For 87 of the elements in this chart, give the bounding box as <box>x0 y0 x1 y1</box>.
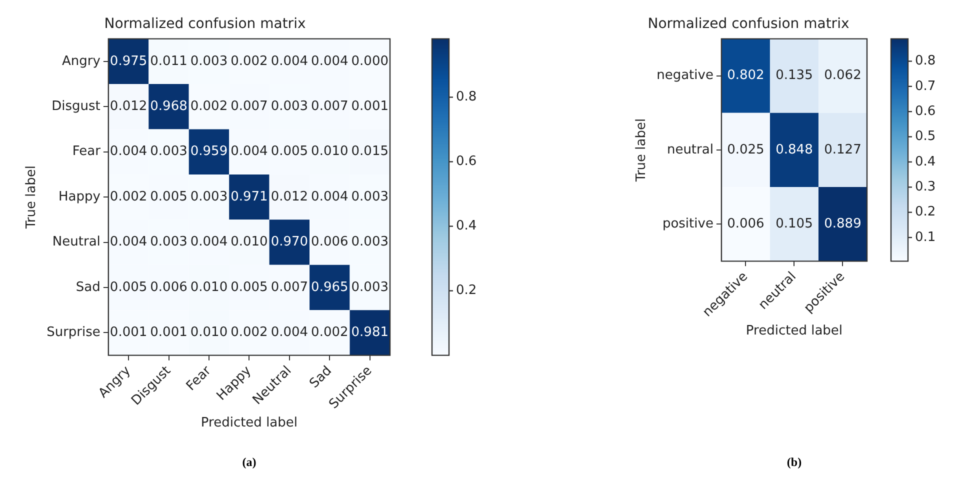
color-bar-label: 0.3 <box>915 180 936 195</box>
data-label: 0.003 <box>150 234 188 250</box>
y-tick-label: Angry <box>62 54 101 69</box>
data-label: 0.006 <box>311 234 348 250</box>
y-tick-label: Neutral <box>52 234 100 250</box>
data-label: 0.005 <box>150 189 188 204</box>
data-label: 0.889 <box>824 216 862 232</box>
y-tick-label: negative <box>656 68 714 84</box>
color-bar-label: 0.6 <box>915 104 936 119</box>
data-label: 0.002 <box>311 325 348 340</box>
data-label: 0.003 <box>351 280 388 295</box>
data-label: 0.003 <box>150 144 188 160</box>
data-label: 0.004 <box>110 144 148 160</box>
data-label: 0.971 <box>230 189 268 204</box>
data-label: 0.010 <box>311 144 348 160</box>
data-label: 0.007 <box>270 280 308 295</box>
data-label: 0.011 <box>150 54 188 69</box>
data-label: 0.062 <box>824 68 862 84</box>
x-axis-title: Predicted label <box>200 416 298 431</box>
text: (b) <box>786 455 802 470</box>
data-label: 0.004 <box>270 325 308 340</box>
color-bar-label: 0.8 <box>456 90 477 105</box>
data-label: 0.007 <box>311 99 348 114</box>
color-bar-label: 0.6 <box>456 154 477 170</box>
data-label: 0.127 <box>824 142 862 158</box>
data-label: 0.001 <box>351 99 388 114</box>
data-label: 0.005 <box>230 280 268 295</box>
color-bar-label: 0.1 <box>915 230 936 245</box>
data-label: 0.010 <box>190 325 228 340</box>
data-label: 0.965 <box>311 280 348 295</box>
data-label: 0.004 <box>311 189 348 204</box>
data-label: 0.012 <box>110 99 148 114</box>
data-label: 0.002 <box>110 189 148 204</box>
data-label: 0.004 <box>311 54 348 69</box>
data-label: 0.981 <box>351 325 388 340</box>
color-bar-label: 0.7 <box>915 78 936 94</box>
y-axis-title: True label <box>634 118 650 183</box>
data-label: 0.025 <box>727 142 764 158</box>
y-tick-label: Surprise <box>46 325 100 340</box>
data-label: 0.012 <box>270 189 308 204</box>
y-tick-label: neutral <box>666 142 714 158</box>
data-label: 0.004 <box>190 234 228 250</box>
data-label: 0.003 <box>190 189 228 204</box>
chart-title: Normalized confusion matrix <box>104 16 306 32</box>
data-label: 0.802 <box>727 68 764 84</box>
data-label: 0.959 <box>190 144 228 160</box>
y-tick-label: Happy <box>58 189 101 204</box>
color-bar-label: 0.8 <box>915 54 936 69</box>
data-label: 0.135 <box>776 68 813 84</box>
data-label: 0.002 <box>230 325 268 340</box>
data-label: 0.007 <box>230 99 268 114</box>
data-label: 0.003 <box>270 99 308 114</box>
data-label: 0.002 <box>190 99 228 114</box>
data-label: 0.015 <box>351 144 388 160</box>
data-label: 0.005 <box>110 280 148 295</box>
data-label: 0.000 <box>351 54 388 69</box>
chart-title: Normalized confusion matrix <box>648 16 850 32</box>
color-bar-label: 0.5 <box>915 129 936 144</box>
data-label: 0.003 <box>351 189 388 204</box>
color-bar-label: 0.4 <box>456 218 477 234</box>
data-label: 0.010 <box>230 234 268 250</box>
data-label: 0.003 <box>351 234 388 250</box>
x-axis-title: Predicted label <box>746 324 843 339</box>
data-label: 0.005 <box>270 144 308 160</box>
y-tick-label: positive <box>662 216 714 232</box>
data-label: 0.004 <box>230 144 268 160</box>
data-label: 0.004 <box>270 54 308 69</box>
data-label: 0.006 <box>727 216 764 232</box>
data-label: 0.001 <box>150 325 188 340</box>
data-label: 0.105 <box>776 216 813 232</box>
y-tick-label: Disgust <box>52 99 100 114</box>
data-label: 0.968 <box>150 99 188 114</box>
data-label: 0.006 <box>150 280 188 295</box>
data-label: 0.001 <box>110 325 148 340</box>
y-axis-title: True label <box>24 165 40 230</box>
color-bar-label: 0.4 <box>915 154 936 170</box>
text: (a) <box>242 455 256 470</box>
data-label: 0.002 <box>230 54 268 69</box>
color-bar-label: 0.2 <box>915 204 936 220</box>
data-label: 0.848 <box>776 142 813 158</box>
data-label: 0.975 <box>110 54 148 69</box>
y-tick-label: Fear <box>72 144 102 160</box>
data-label: 0.003 <box>190 54 228 69</box>
color-bar-label: 0.2 <box>456 283 477 298</box>
data-label: 0.004 <box>110 234 148 250</box>
data-label: 0.010 <box>190 280 228 295</box>
data-label: 0.970 <box>270 234 308 250</box>
